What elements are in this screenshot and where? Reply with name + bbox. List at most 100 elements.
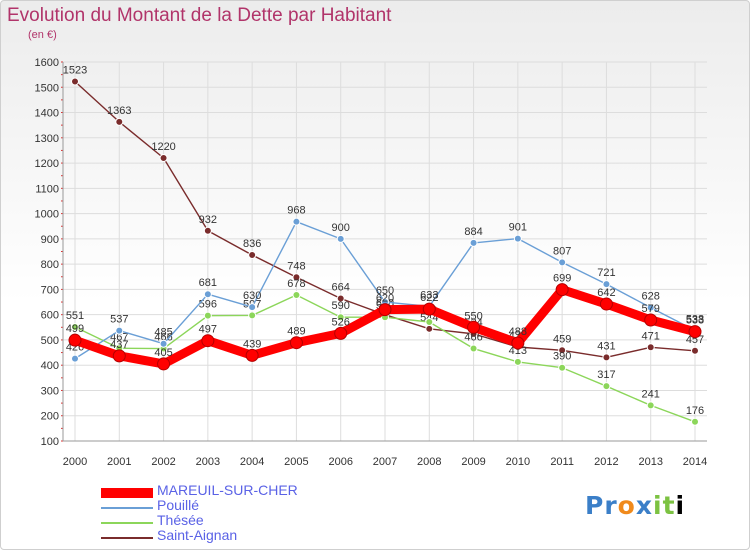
data-label: 551 — [66, 310, 84, 322]
data-point — [292, 273, 301, 282]
data-label: 459 — [553, 333, 571, 345]
y-tick-label: 1500 — [35, 82, 59, 94]
data-point — [289, 336, 303, 350]
data-label: 176 — [686, 405, 704, 417]
legend-swatch — [101, 522, 153, 524]
data-point — [644, 313, 658, 327]
data-point — [425, 324, 434, 333]
data-point — [425, 317, 434, 326]
y-tick-label: 200 — [41, 411, 59, 423]
data-point — [292, 217, 301, 226]
data-label: 932 — [199, 214, 217, 226]
data-point — [336, 234, 345, 243]
data-point — [248, 311, 257, 320]
data-label: 485 — [154, 327, 172, 339]
data-point — [511, 336, 525, 350]
x-tick-label: 2008 — [417, 456, 441, 468]
data-label: 596 — [199, 299, 217, 311]
y-tick-label: 500 — [41, 335, 59, 347]
chart-title: Evolution du Montant de la Dette par Hab… — [7, 5, 392, 26]
data-label: 681 — [199, 277, 217, 289]
data-label: 437 — [110, 339, 128, 351]
data-point — [71, 77, 79, 86]
x-tick-label: 2013 — [638, 456, 662, 468]
y-tick-label: 1200 — [35, 158, 59, 170]
data-point — [469, 238, 478, 247]
y-tick-label: 1300 — [35, 133, 59, 145]
data-label: 439 — [243, 338, 261, 350]
data-label: 650 — [376, 285, 394, 297]
data-point — [248, 303, 257, 312]
data-point — [336, 294, 345, 303]
data-label: 241 — [642, 388, 660, 400]
data-point — [602, 280, 611, 289]
y-tick-label: 600 — [41, 310, 59, 322]
data-label: 533 — [686, 315, 704, 327]
y-tick-label: 800 — [41, 259, 59, 271]
data-label: 471 — [642, 330, 660, 342]
data-label: 405 — [154, 347, 172, 359]
x-tick-label: 2001 — [107, 456, 131, 468]
data-label: 633 — [420, 289, 438, 301]
y-tick-label: 300 — [41, 385, 59, 397]
data-point — [159, 154, 168, 163]
data-point — [469, 344, 478, 353]
data-point — [203, 226, 212, 235]
data-point — [203, 290, 212, 299]
data-label: 550 — [464, 310, 482, 322]
data-point — [112, 349, 126, 363]
data-point — [248, 251, 257, 260]
data-label: 642 — [597, 287, 615, 299]
data-point — [115, 326, 124, 335]
data-label: 807 — [553, 245, 571, 257]
x-tick-label: 2012 — [594, 456, 618, 468]
y-tick-label: 1000 — [35, 209, 59, 221]
y-tick-label: 1400 — [35, 108, 59, 120]
data-point — [688, 325, 702, 339]
data-label: 900 — [332, 222, 350, 234]
data-label: 457 — [686, 334, 704, 346]
data-point — [336, 313, 345, 322]
x-tick-label: 2005 — [284, 456, 308, 468]
data-point — [691, 417, 699, 426]
data-label: 538 — [686, 313, 704, 325]
data-point — [558, 258, 567, 267]
x-tick-label: 2009 — [461, 456, 485, 468]
data-label: 630 — [243, 290, 261, 302]
data-point — [201, 334, 215, 348]
legend-swatch — [101, 537, 153, 539]
data-point — [422, 302, 436, 316]
y-tick-label: 1600 — [35, 57, 59, 69]
data-label: 699 — [553, 273, 571, 285]
data-label: 622 — [420, 292, 438, 304]
data-point — [558, 346, 567, 355]
data-label: 748 — [287, 260, 305, 272]
data-label: 413 — [509, 345, 527, 357]
data-label: 620 — [376, 293, 394, 305]
data-label: 590 — [332, 300, 350, 312]
data-label: 721 — [597, 267, 615, 279]
data-label: 968 — [287, 205, 305, 217]
data-point — [513, 357, 522, 366]
data-point — [646, 343, 655, 352]
data-point — [378, 303, 392, 317]
data-label: 664 — [332, 281, 350, 293]
data-label: 901 — [509, 222, 527, 234]
y-tick-label: 1100 — [35, 183, 59, 195]
legend-label: Pouillé — [157, 497, 200, 513]
data-label: 466 — [464, 332, 482, 344]
data-label: 489 — [287, 326, 305, 338]
data-label: 1523 — [63, 64, 87, 76]
x-tick-label: 2004 — [240, 456, 264, 468]
x-tick-label: 2000 — [63, 456, 87, 468]
data-point — [334, 326, 348, 340]
data-label: 537 — [110, 314, 128, 326]
data-point — [115, 117, 124, 126]
y-tick-label: 900 — [41, 234, 59, 246]
data-point — [159, 339, 168, 348]
data-label: 1220 — [151, 141, 175, 153]
proxiti-logo: Proxiti — [585, 491, 686, 520]
x-tick-label: 2014 — [683, 456, 707, 468]
